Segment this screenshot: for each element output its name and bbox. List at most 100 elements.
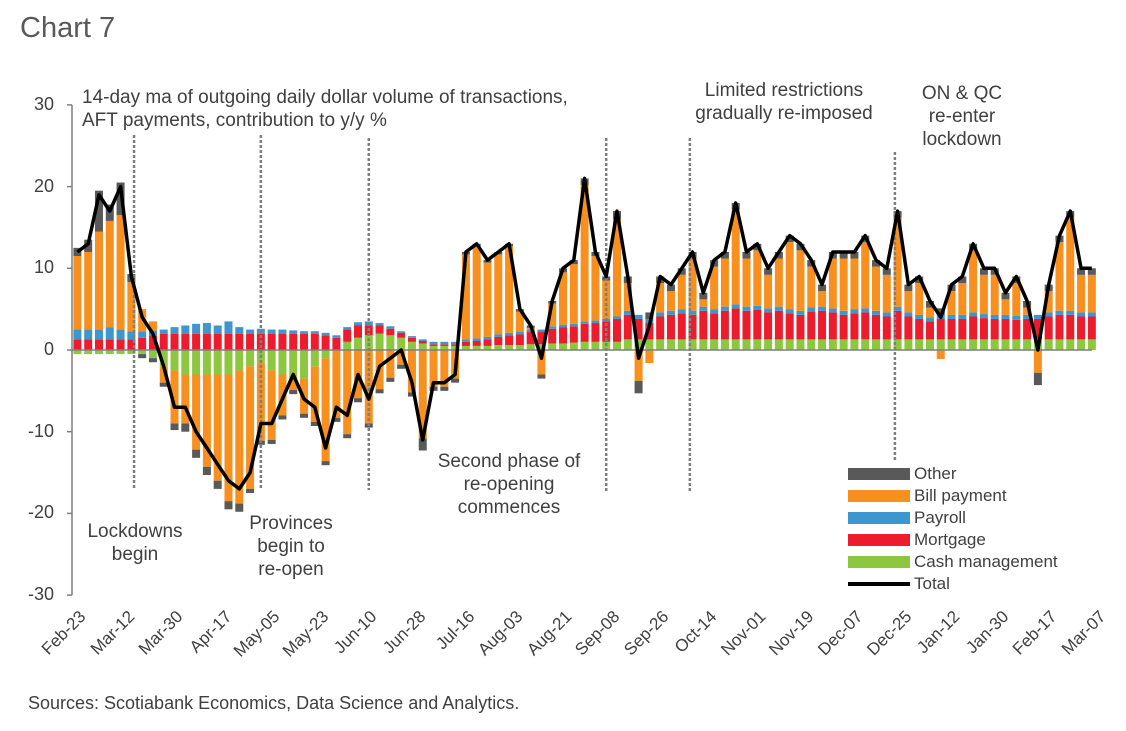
bar-bill-payment — [904, 291, 913, 313]
bar-cash-management — [386, 335, 395, 350]
bar-bill-payment — [634, 350, 643, 382]
bar-other — [267, 439, 276, 444]
bar-cash-management — [677, 339, 686, 350]
bar-other — [440, 386, 449, 391]
bar-bill-payment — [559, 272, 568, 325]
bar-payroll — [429, 341, 438, 345]
bar-mortgage — [1033, 318, 1042, 340]
bar-mortgage — [418, 341, 427, 344]
bar-mortgage — [818, 310, 827, 340]
bar-mortgage — [429, 344, 438, 346]
bar-bill-payment — [505, 246, 514, 333]
bar-cash-management — [710, 339, 719, 350]
bar-payroll — [224, 321, 233, 334]
bar-payroll — [710, 309, 719, 314]
bar-mortgage — [656, 316, 665, 340]
bar-mortgage — [94, 339, 103, 350]
bar-cash-management — [375, 333, 384, 350]
bar-other — [451, 378, 460, 383]
bar-payroll — [720, 306, 729, 311]
bar-cash-management — [979, 339, 988, 350]
total-line — [76, 176, 1092, 491]
bar-payroll — [278, 329, 287, 334]
bar-mortgage — [731, 308, 740, 340]
bar-bill-payment — [94, 231, 103, 330]
bar-bill-payment — [429, 350, 438, 387]
bar-cash-management — [526, 344, 535, 350]
bar-payroll — [699, 306, 708, 311]
bar-cash-management — [397, 337, 406, 350]
legend-swatch — [848, 468, 910, 480]
bar-bill-payment — [947, 291, 956, 315]
bar-mortgage — [677, 313, 686, 340]
bar-cash-management — [278, 350, 287, 375]
bar-mortgage — [224, 333, 233, 350]
y-tick-label: 20 — [33, 175, 54, 196]
bar-other — [774, 251, 783, 259]
legend-label: Payroll — [914, 508, 966, 527]
bar-cash-management — [990, 339, 999, 350]
bar-payroll — [321, 332, 330, 336]
legend-label: Bill payment — [914, 486, 1007, 505]
bar-payroll — [872, 310, 881, 315]
legend-item-total: Total — [848, 573, 1058, 595]
bar-mortgage — [990, 318, 999, 340]
bar-cash-management — [969, 339, 978, 350]
bar-cash-management — [267, 350, 276, 371]
bar-bill-payment — [645, 350, 654, 364]
bar-mortgage — [472, 341, 481, 346]
bar-payroll — [1012, 315, 1021, 320]
bar-cash-management — [580, 341, 589, 350]
bar-bill-payment — [591, 256, 600, 321]
bar-cash-management — [116, 350, 125, 355]
bar-mortgage — [515, 334, 524, 346]
bar-payroll — [839, 310, 848, 315]
bar-bill-payment — [310, 366, 319, 422]
bar-mortgage — [84, 339, 93, 350]
bar-payroll — [559, 324, 568, 328]
bar-other — [764, 268, 773, 275]
bar-bill-payment — [818, 291, 827, 307]
bar-mortgage — [936, 318, 945, 340]
bar-mortgage — [353, 325, 362, 338]
chart-title: Chart 7 — [20, 12, 116, 44]
bar-other — [310, 421, 319, 426]
annotation-line: ON & QC — [921, 83, 1003, 104]
bar-cash-management — [882, 339, 891, 350]
bar-cash-management — [1055, 339, 1064, 350]
bar-other — [936, 308, 945, 315]
bar-payroll — [591, 320, 600, 324]
bar-bill-payment — [1077, 274, 1086, 313]
bar-cash-management — [461, 345, 470, 350]
bar-cash-management — [559, 343, 568, 350]
legend-label: Mortgage — [914, 530, 986, 549]
bar-cash-management — [839, 339, 848, 350]
bar-bill-payment — [202, 374, 211, 467]
bar-other — [634, 381, 643, 394]
bar-bill-payment — [969, 250, 978, 313]
bar-bill-payment — [84, 251, 93, 330]
bar-bill-payment — [213, 374, 222, 481]
bar-payroll — [494, 334, 503, 337]
bar-mortgage — [246, 333, 255, 350]
bar-bill-payment — [181, 374, 190, 424]
bar-mortgage — [828, 312, 837, 340]
bar-other — [181, 423, 190, 432]
bar-other — [375, 389, 384, 394]
bar-mortgage — [386, 328, 395, 336]
bar-mortgage — [73, 339, 82, 350]
bar-cash-management — [192, 350, 201, 375]
bar-mortgage — [1044, 316, 1053, 340]
bar-other — [343, 434, 352, 439]
bar-cash-management — [181, 350, 190, 375]
bar-payroll — [353, 322, 362, 326]
bar-payroll — [850, 309, 859, 314]
bar-cash-management — [505, 345, 514, 350]
bar-cash-management — [872, 339, 881, 350]
y-tick-label: -10 — [27, 420, 54, 441]
bar-cash-management — [289, 350, 298, 379]
bar-bill-payment — [569, 264, 578, 324]
legend-item-bill-payment: Bill payment — [848, 485, 1058, 507]
bar-other — [979, 268, 988, 275]
bar-mortgage — [915, 318, 924, 340]
